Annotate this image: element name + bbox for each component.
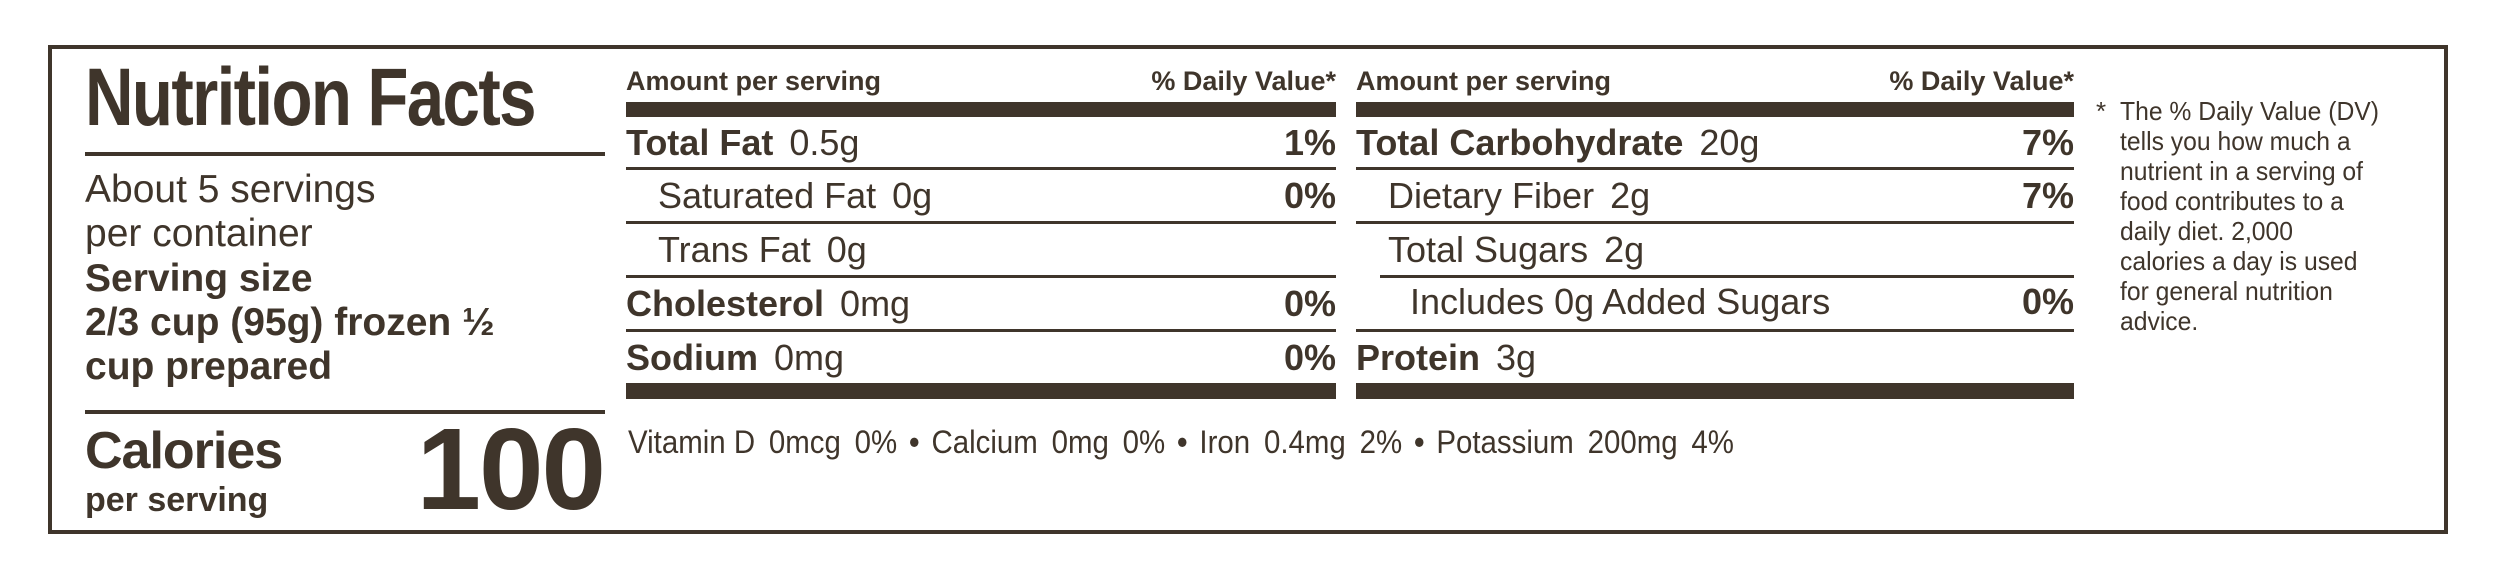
nutrient-daily-value: 0% — [1283, 336, 1336, 378]
thick-bar — [626, 383, 1336, 399]
calories-label: Calories — [85, 422, 283, 480]
thick-bar — [1356, 383, 2074, 399]
nutrient-rows: Total Fat 0.5g 1% Saturated Fat 0g 0% Tr… — [626, 118, 1336, 383]
calories-sublabel: per serving — [85, 481, 269, 519]
nutrient-amount: 3g — [1496, 336, 1537, 378]
nutrition-facts-title: Nutrition Facts — [85, 52, 536, 143]
column-header: Amount per serving % Daily Value* — [626, 66, 1336, 96]
nutrient-daily-value: 0% — [1283, 282, 1336, 324]
micro-daily-value: 0% — [854, 424, 898, 460]
row-dietary-fiber: Dietary Fiber 2g 7% — [1356, 167, 2074, 221]
micro-name: Calcium — [931, 424, 1038, 460]
servings-per-container: About 5 servings per container — [85, 168, 376, 255]
nutrient-name: Sodium — [626, 336, 758, 378]
asterisk-marker: * — [2096, 96, 2107, 126]
daily-value-heading: % Daily Value* — [1889, 66, 2074, 96]
title-divider — [85, 152, 605, 156]
nutrient-rows: Total Carbohydrate 20g 7% Dietary Fiber … — [1356, 118, 2074, 383]
nutrient-name: Protein — [1356, 336, 1481, 378]
thick-bar — [1356, 102, 2074, 117]
label-border-box — [48, 45, 2448, 534]
serving-size-value: 2/3 cup (95g) frozen ½ cup prepared — [85, 301, 495, 388]
nutrient-amount: 0mg — [774, 336, 845, 378]
nutrient-daily-value: 7% — [2021, 121, 2074, 163]
nutrient-name: Total Carbohydrate — [1356, 121, 1684, 163]
daily-value-heading: % Daily Value* — [1151, 66, 1336, 96]
micro-name: Potassium — [1436, 424, 1574, 460]
nutrient-name: Includes 0g Added Sugars — [1410, 281, 1831, 322]
row-total-sugars: Total Sugars 2g — [1356, 221, 2074, 275]
row-protein: Protein 3g — [1356, 329, 2074, 383]
micronutrient-line: Vitamin D 0mcg 0% • Calcium 0mg 0% • Iron 0.4mg 2%… — [628, 424, 1734, 460]
bullet-separator: • — [909, 424, 920, 460]
row-total-fat: Total Fat 0.5g 1% — [626, 118, 1336, 167]
nutrient-amount: 0.5g — [789, 121, 860, 163]
nutrient-name: Saturated Fat — [658, 174, 877, 216]
serving-size-label: Serving size — [85, 257, 313, 300]
micro-daily-value: 4% — [1691, 424, 1734, 460]
micro-name: Vitamin D — [628, 424, 756, 460]
row-cholesterol: Cholesterol 0mg 0% — [626, 275, 1336, 329]
micro-daily-value: 0% — [1122, 424, 1166, 460]
bullet-separator: • — [1177, 424, 1188, 460]
nutrient-amount: 20g — [1699, 121, 1760, 163]
nutrient-name: Dietary Fiber — [1388, 174, 1595, 216]
nutrient-amount: 2g — [1604, 228, 1645, 270]
nutrient-amount: 0g — [826, 228, 867, 270]
calories-value: 100 — [416, 404, 606, 534]
calories-divider — [85, 410, 605, 414]
micro-amount: 200mg — [1587, 424, 1678, 460]
nutrient-name: Trans Fat — [658, 228, 811, 270]
nutrient-amount: 2g — [1610, 174, 1651, 216]
micro-name: Iron — [1199, 424, 1251, 460]
amount-per-serving-heading: Amount per serving — [626, 66, 882, 96]
bullet-separator: • — [1414, 424, 1425, 460]
amount-per-serving-heading: Amount per serving — [1356, 66, 1612, 96]
nutrient-amount: 0mg — [840, 282, 911, 324]
micro-amount: 0.4mg — [1263, 424, 1346, 460]
nutrient-daily-value: 1% — [1283, 121, 1336, 163]
nutrient-daily-value: 0% — [2021, 281, 2074, 322]
thick-bar — [626, 102, 1336, 117]
nutrient-daily-value: 0% — [1283, 174, 1336, 216]
row-added-sugars: Includes 0g Added Sugars 0% — [1356, 275, 2074, 329]
footnote-text: The % Daily Value (DV) tells you how muc… — [2120, 96, 2380, 336]
nutrient-name: Total Sugars — [1388, 228, 1589, 270]
row-trans-fat: Trans Fat 0g — [626, 221, 1336, 275]
row-saturated-fat: Saturated Fat 0g 0% — [626, 167, 1336, 221]
nutrient-amount: 0g — [892, 174, 933, 216]
nutrient-name: Total Fat — [626, 121, 774, 163]
row-total-carbohydrate: Total Carbohydrate 20g 7% — [1356, 118, 2074, 167]
daily-value-footnote: * The % Daily Value (DV) tells you how m… — [2096, 96, 2426, 336]
micro-amount: 0mg — [1051, 424, 1109, 460]
nutrient-daily-value: 7% — [2021, 174, 2074, 216]
column-header: Amount per serving % Daily Value* — [1356, 66, 2074, 96]
nutrient-column-fats: Amount per serving % Daily Value* Total … — [626, 0, 1336, 581]
nutrient-name: Cholesterol — [626, 282, 825, 324]
micro-amount: 0mcg — [768, 424, 841, 460]
row-sodium: Sodium 0mg 0% — [626, 329, 1336, 383]
micro-daily-value: 2% — [1359, 424, 1403, 460]
nutrient-column-carbs: Amount per serving % Daily Value* Total … — [1356, 0, 2074, 581]
